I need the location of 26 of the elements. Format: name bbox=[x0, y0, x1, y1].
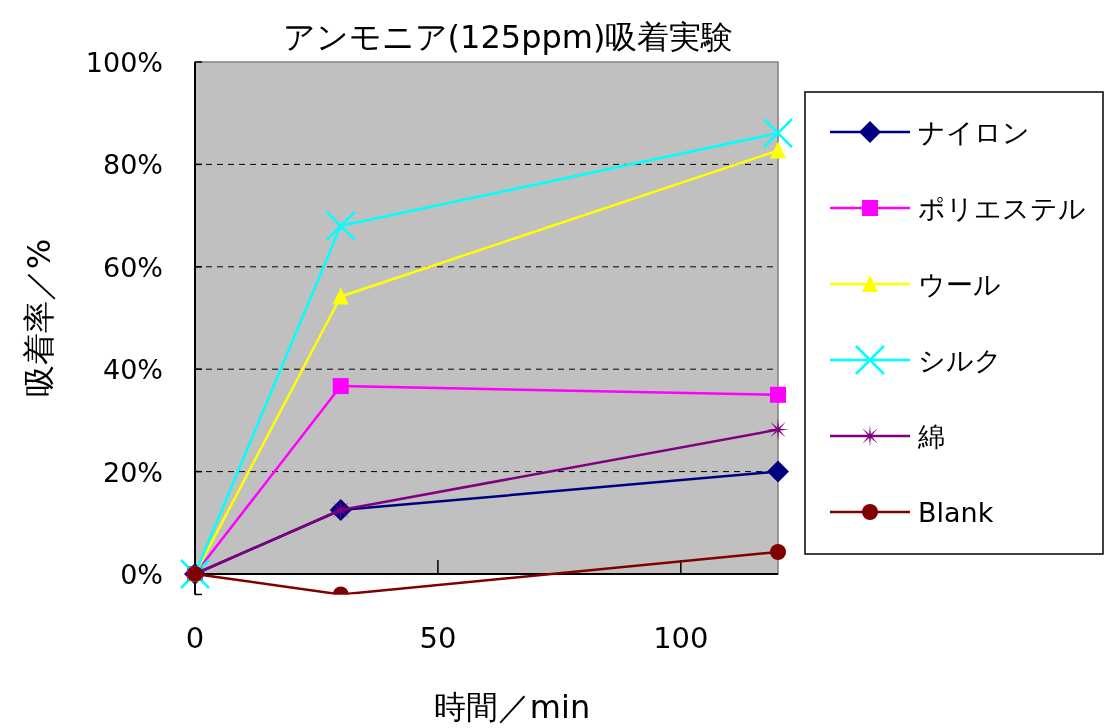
point bbox=[770, 543, 786, 560]
legend-label: ウール bbox=[918, 269, 1001, 300]
point bbox=[767, 460, 789, 483]
y-tick-label: 80% bbox=[102, 149, 163, 181]
x-tick-label: 100 bbox=[653, 621, 709, 655]
x-axis-title: 時間／min bbox=[433, 688, 591, 726]
y-tick-label: 100% bbox=[85, 47, 163, 78]
point bbox=[770, 386, 786, 403]
point bbox=[332, 378, 349, 395]
y-axis-title: 吸着率／% bbox=[20, 238, 58, 398]
legend-label: シルク bbox=[918, 345, 1002, 376]
point bbox=[770, 141, 786, 159]
x-tick-label: 50 bbox=[419, 621, 457, 655]
legend-label: ポリエステル bbox=[918, 193, 1086, 224]
y-tick-label: 40% bbox=[102, 354, 163, 386]
chart-title: アンモニア(125ppm)吸着実験 bbox=[282, 18, 734, 56]
legend-label: 綿 bbox=[917, 421, 945, 452]
point bbox=[332, 287, 349, 305]
legend-label: Blank bbox=[918, 497, 994, 528]
point bbox=[325, 210, 356, 242]
y-tick-label: 0% bbox=[120, 559, 163, 590]
legend-label: ナイロン bbox=[918, 117, 1030, 148]
y-tick-label: 60% bbox=[102, 251, 163, 283]
point bbox=[762, 117, 794, 149]
x-tick-label: 0 bbox=[185, 621, 205, 655]
y-tick-label: 20% bbox=[102, 456, 163, 488]
